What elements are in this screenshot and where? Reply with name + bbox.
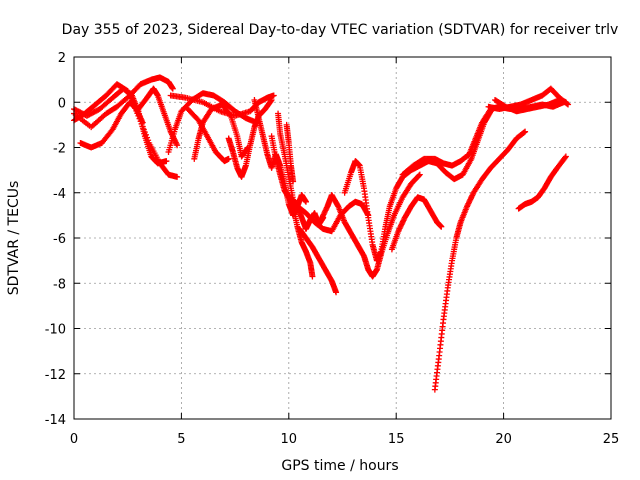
data-point [174, 142, 181, 149]
data-point [521, 129, 528, 136]
series-arc-5 [135, 85, 181, 149]
data-point [268, 96, 275, 103]
series-arc-24 [515, 153, 569, 212]
chart-title: Day 355 of 2023, Sidereal Day-to-day VTE… [62, 22, 619, 38]
data-point [416, 171, 423, 178]
series-arc-8 [184, 106, 232, 165]
y-tick-label: 0 [58, 96, 66, 111]
y-tick-label: -6 [53, 232, 66, 247]
axis-ticks: 0 5 10 15 20 25 -14 -12 -10 -8 -6 -4 -2 0 2 [45, 51, 620, 447]
data-point [290, 178, 297, 185]
data-point [562, 153, 569, 160]
y-axis-label: SDTVAR / TECUs [6, 181, 22, 296]
data-points [71, 74, 572, 393]
series-arc-23 [431, 128, 529, 393]
x-tick-label: 20 [495, 432, 512, 447]
data-point [415, 172, 422, 179]
y-tick-label: -2 [53, 142, 66, 157]
y-tick-label: -12 [45, 368, 66, 383]
x-tick-label: 25 [603, 432, 620, 447]
data-point [562, 154, 569, 161]
x-tick-label: 5 [177, 432, 185, 447]
series-arc-16 [296, 225, 340, 296]
x-tick-label: 15 [388, 432, 405, 447]
y-tick-label: -14 [45, 413, 66, 428]
data-point [225, 155, 232, 162]
data-point [309, 273, 316, 280]
y-tick-label: 2 [58, 51, 66, 66]
series-arc-18 [341, 108, 494, 264]
y-tick-label: -4 [53, 187, 66, 202]
series-arc-19 [388, 194, 445, 253]
x-tick-label: 10 [281, 432, 298, 447]
data-point [174, 173, 181, 180]
data-point [438, 223, 445, 230]
data-point [270, 92, 277, 99]
data-point [226, 111, 233, 118]
y-tick-label: -10 [45, 323, 66, 338]
x-axis-label: GPS time / hours [281, 458, 398, 474]
data-point [139, 119, 146, 126]
series-arc-4 [71, 74, 176, 131]
data-point [522, 128, 529, 135]
series-arc-9 [191, 101, 251, 162]
data-point [163, 158, 170, 165]
series-arc-14 [283, 121, 297, 185]
series-arc-3 [77, 99, 146, 151]
x-tick-label: 0 [70, 432, 78, 447]
series-arc-12 [268, 133, 316, 280]
data-point [302, 198, 309, 205]
data-point [169, 85, 176, 92]
data-point [562, 99, 569, 106]
series-arc-22 [492, 96, 569, 115]
series-arc-2 [71, 85, 170, 167]
y-tick-label: -8 [53, 277, 66, 292]
data-point [333, 289, 340, 296]
